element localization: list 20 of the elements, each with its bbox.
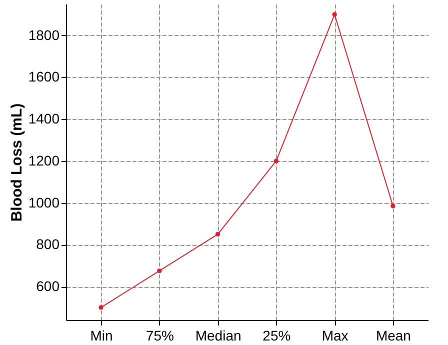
point <box>332 12 337 17</box>
y-tick-label: 800 <box>36 236 60 252</box>
y-tick-label: 1800 <box>28 26 60 43</box>
x-tick-label: Median <box>195 328 242 344</box>
x-tick-label: 25% <box>262 328 291 344</box>
point <box>98 305 104 310</box>
y-tick-label: 1600 <box>28 68 60 85</box>
y-tick-label: 1200 <box>28 152 60 168</box>
y-tick-label: 1000 <box>28 194 60 210</box>
point <box>390 204 396 208</box>
x-tick-label: Mean <box>376 328 411 344</box>
y-tick-label: 1400 <box>28 110 60 127</box>
x-tick-label: Max <box>322 328 348 344</box>
x-tick-label: 75% <box>146 328 174 344</box>
y-tick-label: 600 <box>36 278 60 294</box>
y-axis-title: Blood Loss (mL) <box>8 103 26 222</box>
point <box>157 268 162 274</box>
point <box>215 232 220 237</box>
x-tick-label: Min <box>90 328 113 344</box>
point <box>274 158 279 164</box>
